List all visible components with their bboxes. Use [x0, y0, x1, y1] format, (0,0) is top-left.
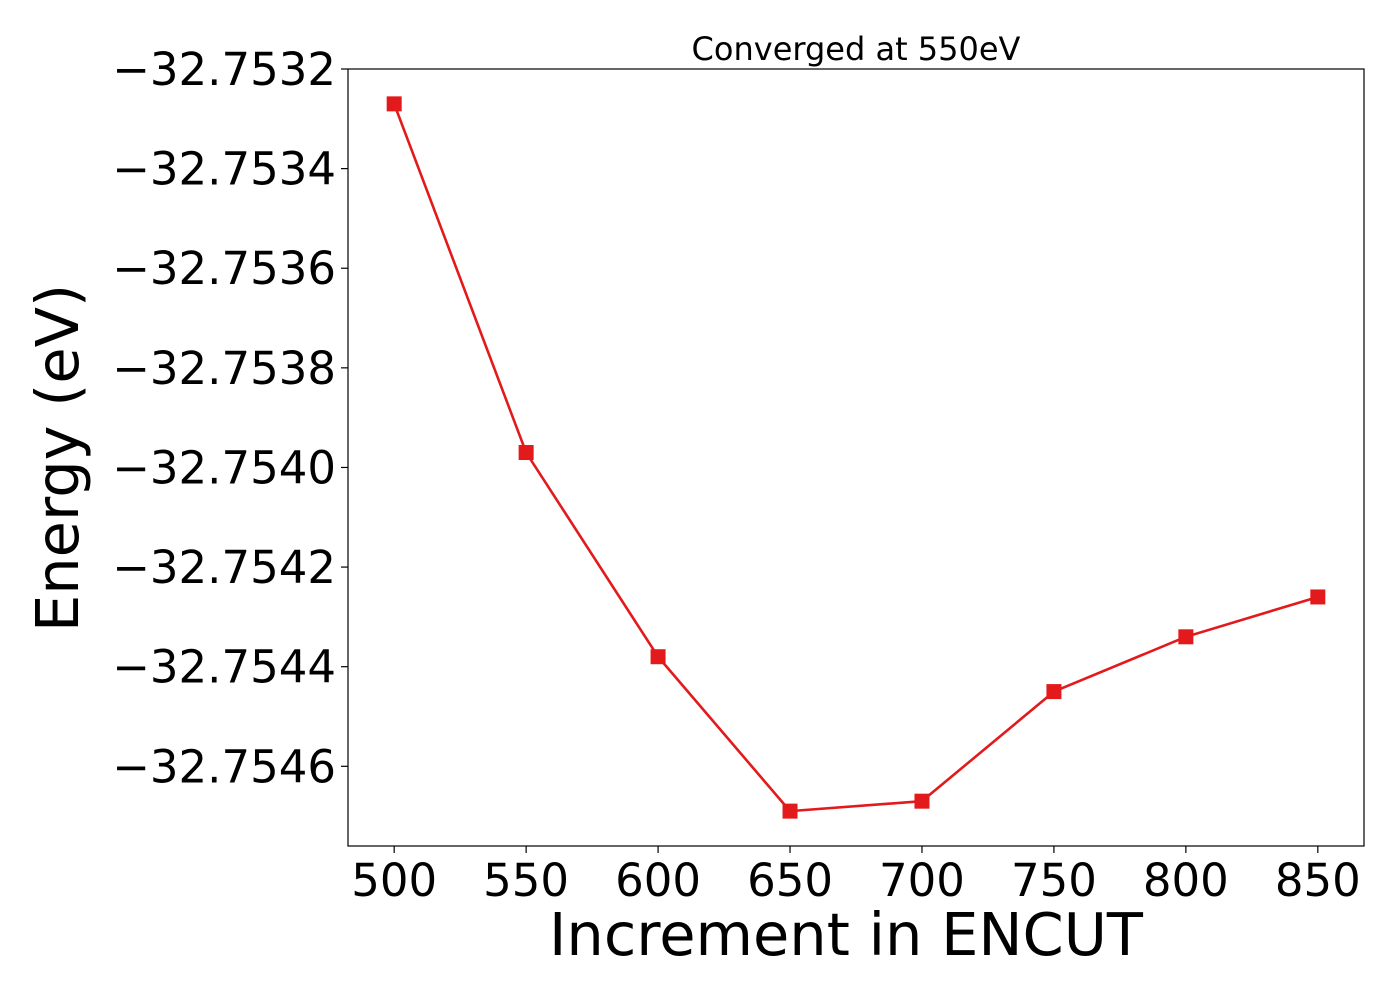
y-tick-label: −32.7534	[112, 143, 336, 196]
y-tick-label: −32.7542	[112, 541, 336, 594]
plot-area	[386, 96, 1326, 819]
x-tick-label: 500	[351, 854, 437, 907]
y-tick-label: −32.7538	[112, 342, 336, 395]
data-point-marker	[782, 803, 798, 819]
x-tick-label: 700	[879, 854, 965, 907]
plot-frame	[347, 68, 1365, 847]
data-point-marker	[386, 96, 402, 112]
x-tick-label: 850	[1275, 854, 1361, 907]
y-tick-label: −32.7544	[112, 641, 336, 694]
data-point-marker	[1046, 684, 1062, 700]
x-tick-label: 800	[1143, 854, 1229, 907]
y-tick-label: −32.7546	[112, 740, 336, 793]
x-tick-label: 750	[1011, 854, 1097, 907]
y-tick-label: −32.7532	[112, 43, 336, 96]
x-tick-label: 550	[483, 854, 569, 907]
x-axis: 500 550 600 650 700 750 800 850	[351, 846, 1361, 907]
x-axis-title: Increment in ENCUT	[549, 900, 1144, 969]
data-point-marker	[1310, 589, 1326, 605]
data-point-marker	[650, 649, 666, 665]
y-axis: −32.7532 −32.7534 −32.7536 −32.7538 −32.7540…	[112, 43, 348, 793]
x-tick-label: 650	[747, 854, 833, 907]
data-point-marker	[914, 793, 930, 809]
y-tick-label: −32.7536	[112, 242, 336, 295]
data-point-marker	[1178, 629, 1194, 645]
x-tick-label: 600	[615, 854, 701, 907]
y-axis-title: Energy (eV)	[23, 284, 92, 632]
y-tick-label: −32.7540	[112, 441, 336, 494]
series-line	[392, 103, 1319, 813]
chart-title: Converged at 550eV	[692, 30, 1021, 68]
data-point-marker	[518, 445, 534, 461]
